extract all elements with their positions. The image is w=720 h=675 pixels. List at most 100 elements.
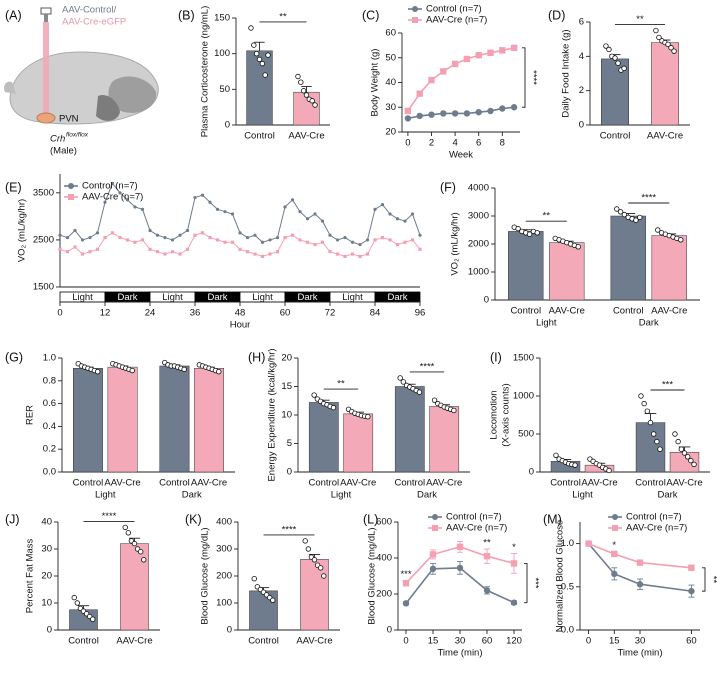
marker xyxy=(283,235,287,240)
legend-marker xyxy=(68,183,74,189)
marker xyxy=(208,235,212,240)
marker xyxy=(118,235,122,240)
marker xyxy=(95,231,100,235)
marker xyxy=(208,200,212,204)
data-point xyxy=(416,389,423,395)
significance-label: *** xyxy=(662,380,673,391)
bar xyxy=(651,42,679,126)
y-axis-label: Blood Glucose (mg/dL) xyxy=(200,527,211,624)
x-tick-label: AAV-Cre xyxy=(647,131,683,142)
x-tick-label: 4 xyxy=(452,138,457,149)
data-point xyxy=(675,438,681,445)
y-tick-label: 0 xyxy=(227,625,232,636)
marker xyxy=(402,600,410,607)
marker xyxy=(223,210,227,214)
data-point xyxy=(74,600,81,606)
data-point xyxy=(125,530,132,536)
panel-a: (A) AAV-Control/ AAV-Cre-eGFP PVN Crh fl… xyxy=(3,5,159,157)
marker xyxy=(358,243,362,247)
marker xyxy=(268,238,272,242)
marker xyxy=(73,228,77,233)
x-tick-label: 0 xyxy=(403,636,408,647)
x-tick-label: AAV-Cre xyxy=(288,131,324,142)
data-point xyxy=(612,55,618,61)
marker xyxy=(140,207,145,211)
marker xyxy=(418,247,422,251)
marker xyxy=(343,254,347,258)
x-tick-label: AAV-Cre xyxy=(116,636,152,647)
y-tick-label: 0 xyxy=(387,625,392,636)
data-point xyxy=(311,392,317,398)
data-point xyxy=(647,419,654,426)
y-tick-label: 0 xyxy=(579,120,584,131)
marker xyxy=(611,550,618,558)
marker xyxy=(410,212,415,216)
marker xyxy=(253,252,257,256)
data-point xyxy=(617,209,624,215)
data-point xyxy=(270,597,276,603)
group-label: Dark xyxy=(639,318,659,329)
legend-marker xyxy=(412,17,418,23)
data-point xyxy=(526,231,533,237)
data-point xyxy=(644,408,651,414)
y-tick-label: 1500 xyxy=(513,353,534,364)
x-tick-label: AAV-Cre xyxy=(191,478,227,489)
data-point xyxy=(253,50,260,57)
panel-label: (C) xyxy=(362,8,379,22)
marker xyxy=(403,219,407,223)
bar xyxy=(194,368,225,473)
marker xyxy=(163,235,167,240)
data-point xyxy=(317,565,324,571)
x-tick-label: AAV-Cre xyxy=(549,306,585,317)
x-tick-label: 6 xyxy=(476,138,481,149)
bar xyxy=(308,402,339,473)
y-tick-label: 50 xyxy=(219,84,230,95)
marker xyxy=(380,203,385,207)
data-point xyxy=(90,616,96,622)
bar xyxy=(610,215,646,301)
x-tick-label: 15 xyxy=(428,636,439,647)
x-tick-label: Control xyxy=(635,478,666,489)
syringe-tip xyxy=(44,14,48,22)
marker xyxy=(335,238,340,242)
y-tick-label: 60 xyxy=(385,28,396,39)
data-point xyxy=(248,25,254,31)
data-point xyxy=(71,594,77,601)
y-tick-label: 6 xyxy=(579,17,584,28)
y-tick-label: 150 xyxy=(214,13,230,24)
significance-label: **** xyxy=(641,193,656,204)
y-tick-label: 300 xyxy=(216,544,232,555)
marker xyxy=(688,564,695,571)
marker xyxy=(487,107,494,115)
significance-label: ** xyxy=(337,379,345,390)
marker xyxy=(125,238,130,242)
marker xyxy=(475,52,482,59)
marker xyxy=(65,235,70,240)
marker xyxy=(110,181,115,186)
data-point xyxy=(122,524,128,531)
data-point xyxy=(330,404,337,411)
y-tick-label: 3500 xyxy=(33,187,54,198)
marker xyxy=(290,233,295,237)
y-tick-label: 30 xyxy=(385,102,396,113)
marker xyxy=(403,240,407,244)
marker xyxy=(429,565,437,572)
panel-label: (K) xyxy=(185,512,202,526)
bar xyxy=(246,50,273,126)
data-point xyxy=(637,214,643,221)
bar xyxy=(549,242,585,301)
x-axis-label: Week xyxy=(449,150,473,161)
group-label: Dark xyxy=(417,490,437,501)
bar xyxy=(651,235,687,301)
y-tick-label: 30 xyxy=(41,544,52,555)
panel-label: (G) xyxy=(5,350,23,364)
marker xyxy=(429,551,437,558)
significance-bracket xyxy=(522,47,526,108)
legend-marker xyxy=(432,514,438,520)
marker xyxy=(463,110,471,117)
data-point xyxy=(262,72,268,78)
y-axis-label: VO₂ (mL/kg/hr) xyxy=(450,212,461,275)
significance-label: *** xyxy=(400,569,411,580)
data-point xyxy=(141,557,147,563)
